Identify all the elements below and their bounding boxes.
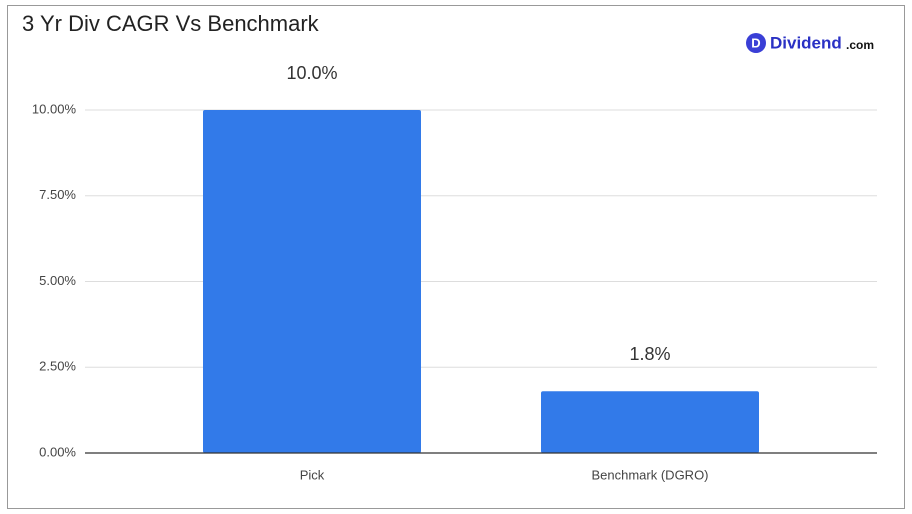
value-label: 10.0% [286,63,337,83]
value-label: 1.8% [629,344,670,364]
x-tick-label: Pick [300,467,325,482]
bar [203,110,421,453]
logo-suffix: .com [846,38,874,52]
y-tick-label: 7.50% [39,187,76,202]
logo-icon-bg [746,33,766,53]
chart-frame [7,5,905,509]
x-tick-label: Benchmark (DGRO) [591,467,708,482]
y-tick-label: 0.00% [39,444,76,459]
logo: D Dividend .com [746,33,874,53]
logo-icon: D [751,35,760,50]
y-tick-label: 2.50% [39,359,76,374]
y-tick-label: 10.00% [32,101,77,116]
y-tick-label: 5.00% [39,273,76,288]
bar [541,391,759,453]
logo-name: Dividend [770,33,842,52]
chart-title: 3 Yr Div CAGR Vs Benchmark [22,11,320,36]
